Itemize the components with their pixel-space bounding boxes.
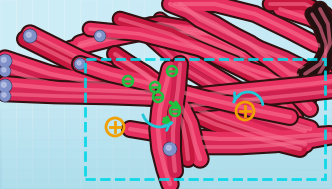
Bar [160,0,176,189]
Circle shape [77,61,81,65]
Bar [224,0,240,189]
Circle shape [2,93,6,97]
Bar [48,0,64,189]
Bar [64,0,80,189]
Circle shape [24,30,36,42]
Circle shape [97,33,101,37]
Bar [144,0,160,189]
Bar [0,129,332,189]
Circle shape [0,66,11,77]
Circle shape [75,59,85,69]
Circle shape [0,91,10,101]
Bar [0,119,332,189]
Bar [112,0,128,189]
Circle shape [166,145,171,150]
Bar [0,99,332,189]
Circle shape [0,66,10,76]
Bar [208,0,224,189]
Circle shape [27,32,31,37]
Bar [288,0,304,189]
Bar [0,149,332,189]
Bar [176,0,192,189]
Circle shape [1,82,6,87]
Circle shape [0,91,11,101]
Bar [0,169,332,189]
Bar [0,159,332,189]
Circle shape [0,55,11,67]
Bar [85,59,325,179]
Bar [16,0,32,189]
Bar [32,0,48,189]
Circle shape [0,80,11,92]
Bar [0,109,332,189]
Circle shape [95,30,106,42]
Bar [0,179,332,189]
Bar [0,139,332,189]
Bar [192,0,208,189]
Circle shape [0,54,12,68]
Bar [80,0,96,189]
Circle shape [74,59,86,70]
Bar [256,0,272,189]
Circle shape [2,68,6,72]
Circle shape [0,79,12,93]
Bar [128,0,144,189]
Circle shape [164,143,176,155]
Circle shape [163,142,177,156]
Circle shape [23,29,37,43]
Circle shape [95,31,105,41]
Bar [240,0,256,189]
Circle shape [1,57,6,62]
Bar [0,89,332,189]
Bar [96,0,112,189]
Bar [0,0,16,189]
Bar [272,0,288,189]
Bar [304,0,320,189]
